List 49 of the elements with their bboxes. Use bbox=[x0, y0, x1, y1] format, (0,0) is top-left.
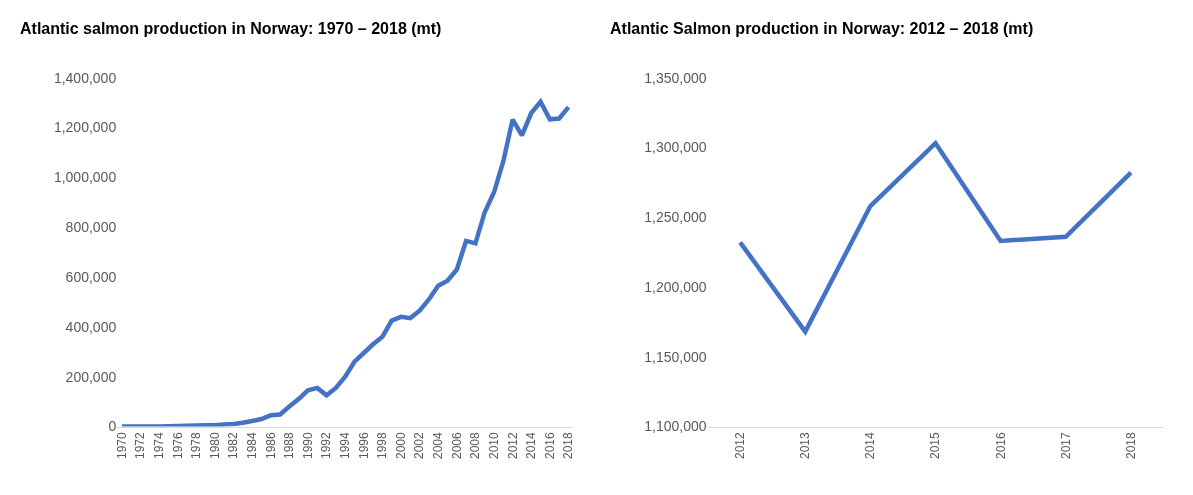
y-tick-label: 600,000 bbox=[65, 268, 117, 285]
y-tick-label: 400,000 bbox=[65, 318, 117, 335]
x-tick-label: 1972 bbox=[133, 431, 148, 460]
x-tick-label: 2004 bbox=[431, 431, 446, 460]
y-tick-label: 200,000 bbox=[65, 368, 117, 385]
x-tick-label: 1988 bbox=[282, 431, 297, 460]
y-tick-label: 1,250,000 bbox=[644, 209, 707, 226]
x-tick-label: 1990 bbox=[300, 431, 315, 460]
x-tick-label: 1998 bbox=[375, 431, 390, 460]
x-tick-label: 2000 bbox=[393, 431, 408, 460]
y-tick-label: 0 bbox=[108, 418, 117, 435]
x-tick-label: 2014 bbox=[863, 431, 878, 460]
x-tick-label: 2012 bbox=[733, 431, 748, 460]
x-tick-label: 1986 bbox=[263, 431, 278, 460]
x-tick-label: 2013 bbox=[798, 431, 813, 460]
line-series bbox=[737, 141, 1134, 334]
x-tick-label: 1982 bbox=[226, 431, 241, 460]
x-tick-label: 1974 bbox=[151, 431, 166, 460]
x-tick-label: 1976 bbox=[170, 431, 185, 460]
x-tick-label: 1970 bbox=[114, 431, 129, 460]
x-tick-label: 2018 bbox=[561, 431, 576, 460]
y-tick-label: 1,200,000 bbox=[53, 119, 117, 136]
x-tick-label: 2014 bbox=[524, 431, 539, 460]
chart-title: Atlantic salmon production in Norway: 1970 – 2018 (mt) bbox=[20, 20, 442, 37]
x-tick-label: 2010 bbox=[486, 431, 501, 460]
y-tick-label: 1,400,000 bbox=[53, 69, 117, 86]
x-tick-label: 2002 bbox=[412, 431, 427, 460]
y-tick-label: 1,200,000 bbox=[644, 278, 707, 295]
y-tick-label: 800,000 bbox=[65, 219, 117, 236]
x-tick-label: 2008 bbox=[468, 431, 483, 460]
y-tick-label: 1,300,000 bbox=[644, 139, 707, 156]
x-tick-label: 1996 bbox=[356, 431, 371, 460]
x-tick-label: 2016 bbox=[993, 431, 1008, 460]
x-tick-label: 2006 bbox=[449, 431, 464, 460]
y-tick-label: 1,000,000 bbox=[53, 169, 117, 186]
y-tick-label: 1,100,000 bbox=[644, 418, 707, 435]
x-tick-label: 1984 bbox=[245, 431, 260, 460]
x-tick-label: 2015 bbox=[928, 431, 943, 460]
y-tick-label: 1,150,000 bbox=[644, 348, 707, 365]
y-tick-label: 1,350,000 bbox=[644, 69, 707, 86]
x-tick-label: 1978 bbox=[189, 431, 204, 460]
x-tick-label: 2016 bbox=[542, 431, 557, 460]
chart-title: Atlantic Salmon production in Norway: 2012 – 2018 (mt) bbox=[610, 20, 1034, 37]
x-tick-label: 1980 bbox=[207, 431, 222, 460]
x-tick-label: 1994 bbox=[338, 431, 353, 460]
x-tick-label: 2012 bbox=[505, 431, 520, 460]
x-tick-label: 1992 bbox=[319, 431, 334, 460]
x-tick-label: 2018 bbox=[1123, 431, 1138, 460]
x-tick-label: 2017 bbox=[1058, 431, 1073, 460]
